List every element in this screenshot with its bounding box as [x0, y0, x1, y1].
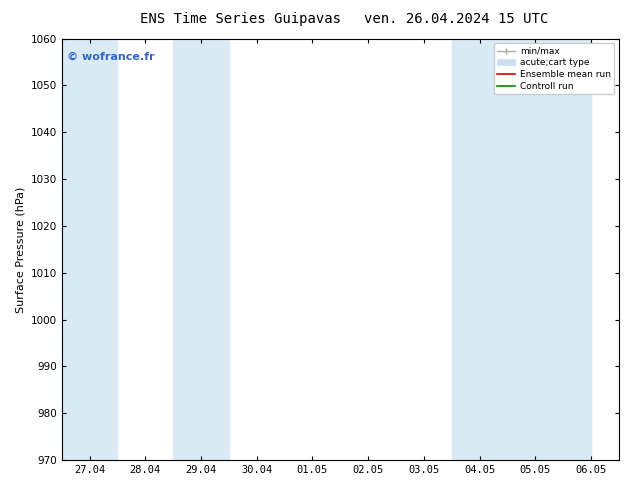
Text: © wofrance.fr: © wofrance.fr [67, 51, 155, 61]
Text: ven. 26.04.2024 15 UTC: ven. 26.04.2024 15 UTC [365, 12, 548, 26]
Y-axis label: Surface Pressure (hPa): Surface Pressure (hPa) [15, 186, 25, 313]
Bar [508, 39, 563, 460]
Bar [452, 39, 508, 460]
Text: ENS Time Series Guipavas: ENS Time Series Guipavas [140, 12, 342, 26]
Bar [173, 39, 229, 460]
Legend: min/max, acute;cart type, Ensemble mean run, Controll run: min/max, acute;cart type, Ensemble mean … [494, 43, 614, 95]
Bar [563, 39, 591, 460]
Bar [61, 39, 117, 460]
